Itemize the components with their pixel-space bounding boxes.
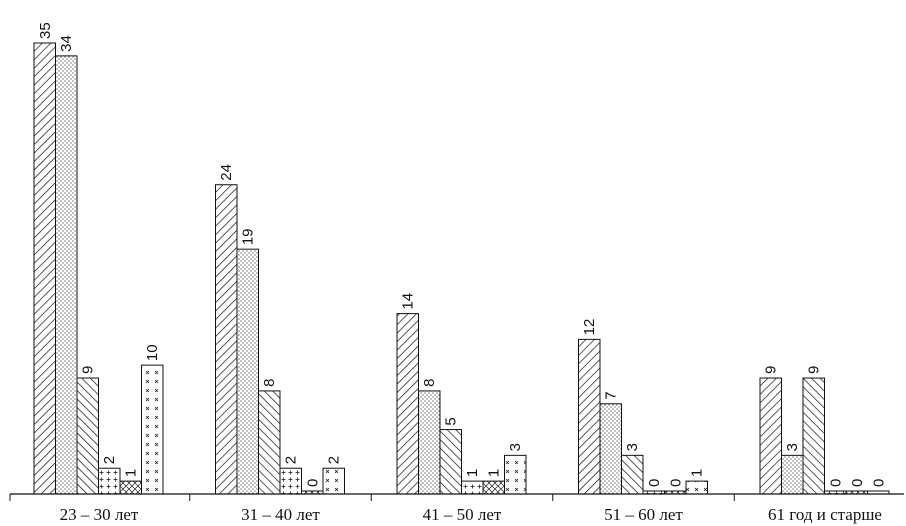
- category-label-4: 51 – 60 лет: [604, 505, 683, 524]
- value-label-5-2: 3: [784, 443, 801, 451]
- value-label-3-3: 5: [443, 417, 460, 425]
- category-label-3: 41 – 50 лет: [423, 505, 502, 524]
- value-label-2-5: 0: [304, 479, 321, 487]
- value-label-4-2: 7: [603, 391, 620, 399]
- value-label-3-4: 1: [464, 469, 481, 477]
- bar-1-2: [55, 55, 78, 495]
- x-axis-category-labels: 23 – 30 лет 31 – 40 лет 41 – 50 лет 51 – 60…: [60, 505, 882, 524]
- value-label-2-3: 8: [261, 379, 278, 387]
- value-label-4-3: 3: [624, 443, 641, 451]
- value-label-4-4: 0: [646, 479, 663, 487]
- value-label-2-2: 19: [240, 228, 257, 245]
- x-axis-ticks: [9, 494, 735, 501]
- value-label-4-5: 0: [667, 479, 684, 487]
- bar-4-2: [599, 403, 622, 495]
- category-label-5: 61 год и старше: [768, 505, 882, 524]
- value-label-1-5: 1: [123, 469, 140, 477]
- bar-3-4: [461, 480, 484, 495]
- bars-layer: [33, 42, 890, 495]
- value-label-2-1: 24: [218, 164, 235, 181]
- value-label-1-6: 10: [144, 344, 161, 361]
- bar-1-1: [33, 42, 56, 495]
- value-label-3-2: 8: [421, 379, 438, 387]
- bar-1-3: [76, 377, 99, 495]
- value-label-5-3: 9: [806, 366, 823, 374]
- value-label-2-6: 2: [326, 456, 343, 464]
- value-label-3-5: 1: [486, 469, 503, 477]
- bar-2-6: [322, 467, 345, 495]
- value-label-3-1: 14: [400, 293, 417, 310]
- bar-3-3: [439, 429, 462, 495]
- bar-2-4: [279, 467, 302, 495]
- value-label-5-4: 0: [827, 479, 844, 487]
- value-label-1-4: 2: [101, 456, 118, 464]
- value-label-5-5: 0: [849, 479, 866, 487]
- bar-3-1: [396, 313, 419, 495]
- bar-4-1: [578, 338, 601, 495]
- value-label-1-3: 9: [80, 366, 97, 374]
- value-label-5-1: 9: [763, 366, 780, 374]
- bar-5-2: [781, 454, 804, 495]
- bar-2-2: [236, 248, 259, 495]
- value-label-2-4: 2: [283, 456, 300, 464]
- bar-2-3: [258, 390, 281, 495]
- bar-4-3: [621, 454, 644, 495]
- bar-2-1: [215, 184, 238, 495]
- category-label-2: 31 – 40 лет: [241, 505, 320, 524]
- bar-1-5: [119, 480, 142, 495]
- bar-3-2: [418, 390, 441, 495]
- value-label-3-6: 3: [507, 443, 524, 451]
- value-label-4-6: 1: [689, 469, 706, 477]
- category-label-1: 23 – 30 лет: [60, 505, 139, 524]
- bar-1-6: [141, 364, 164, 495]
- value-label-4-1: 12: [581, 319, 598, 336]
- bar-5-3: [802, 377, 825, 495]
- bar-3-6: [504, 454, 527, 495]
- bar-1-4: [98, 467, 121, 495]
- value-label-5-6: 0: [870, 479, 887, 487]
- bar-3-5: [482, 480, 505, 495]
- value-label-1-2: 34: [58, 35, 75, 52]
- bar-4-6: [685, 480, 708, 495]
- value-label-1-1: 35: [37, 22, 54, 39]
- bar-5-1: [759, 377, 782, 495]
